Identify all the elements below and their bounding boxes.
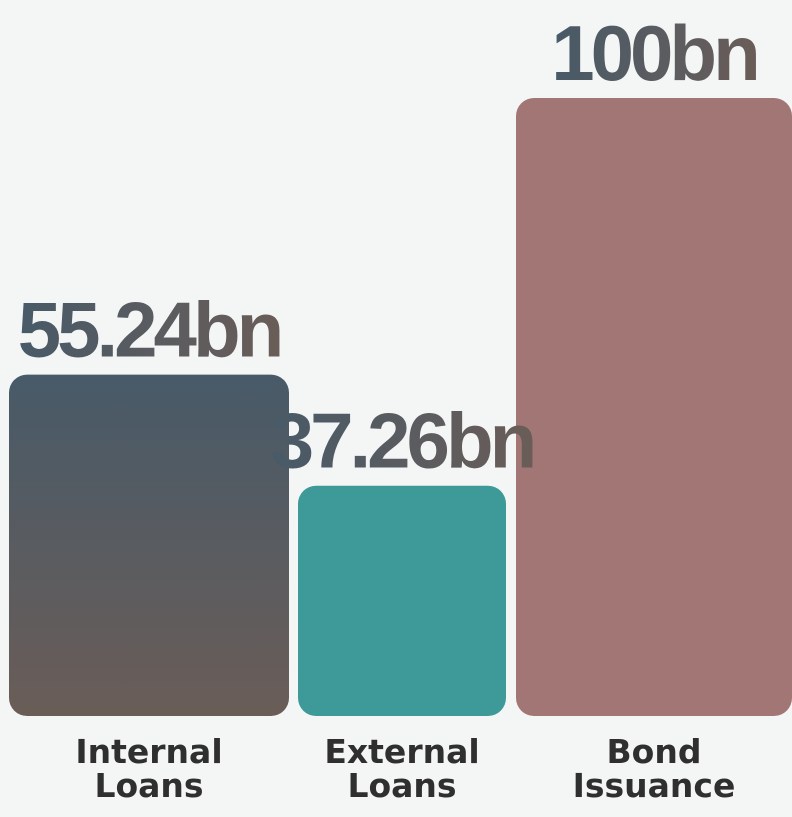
value-label-bond-issuance: 100bn <box>551 9 756 97</box>
category-label-external-loans: External Loans <box>324 732 479 805</box>
category-line: Internal <box>75 732 222 771</box>
category-line: Loans <box>94 766 203 805</box>
category-label-internal-loans: Internal Loans <box>75 732 222 805</box>
bar-external-loans <box>298 485 506 716</box>
category-line: Bond <box>607 732 702 771</box>
category-line: Issuance <box>573 766 736 805</box>
bar-bond-issuance <box>516 98 792 716</box>
category-label-bond-issuance: Bond Issuance <box>573 732 736 805</box>
labels-layer: 55.24bn 37.26bn 100bn <box>18 9 761 485</box>
category-line: External <box>324 732 479 771</box>
value-label-external-loans: 37.26bn <box>271 397 533 485</box>
value-label-internal-loans: 55.24bn <box>18 286 280 374</box>
category-line: Loans <box>347 766 456 805</box>
bar-internal-loans <box>9 374 289 716</box>
bars-layer <box>9 98 792 716</box>
